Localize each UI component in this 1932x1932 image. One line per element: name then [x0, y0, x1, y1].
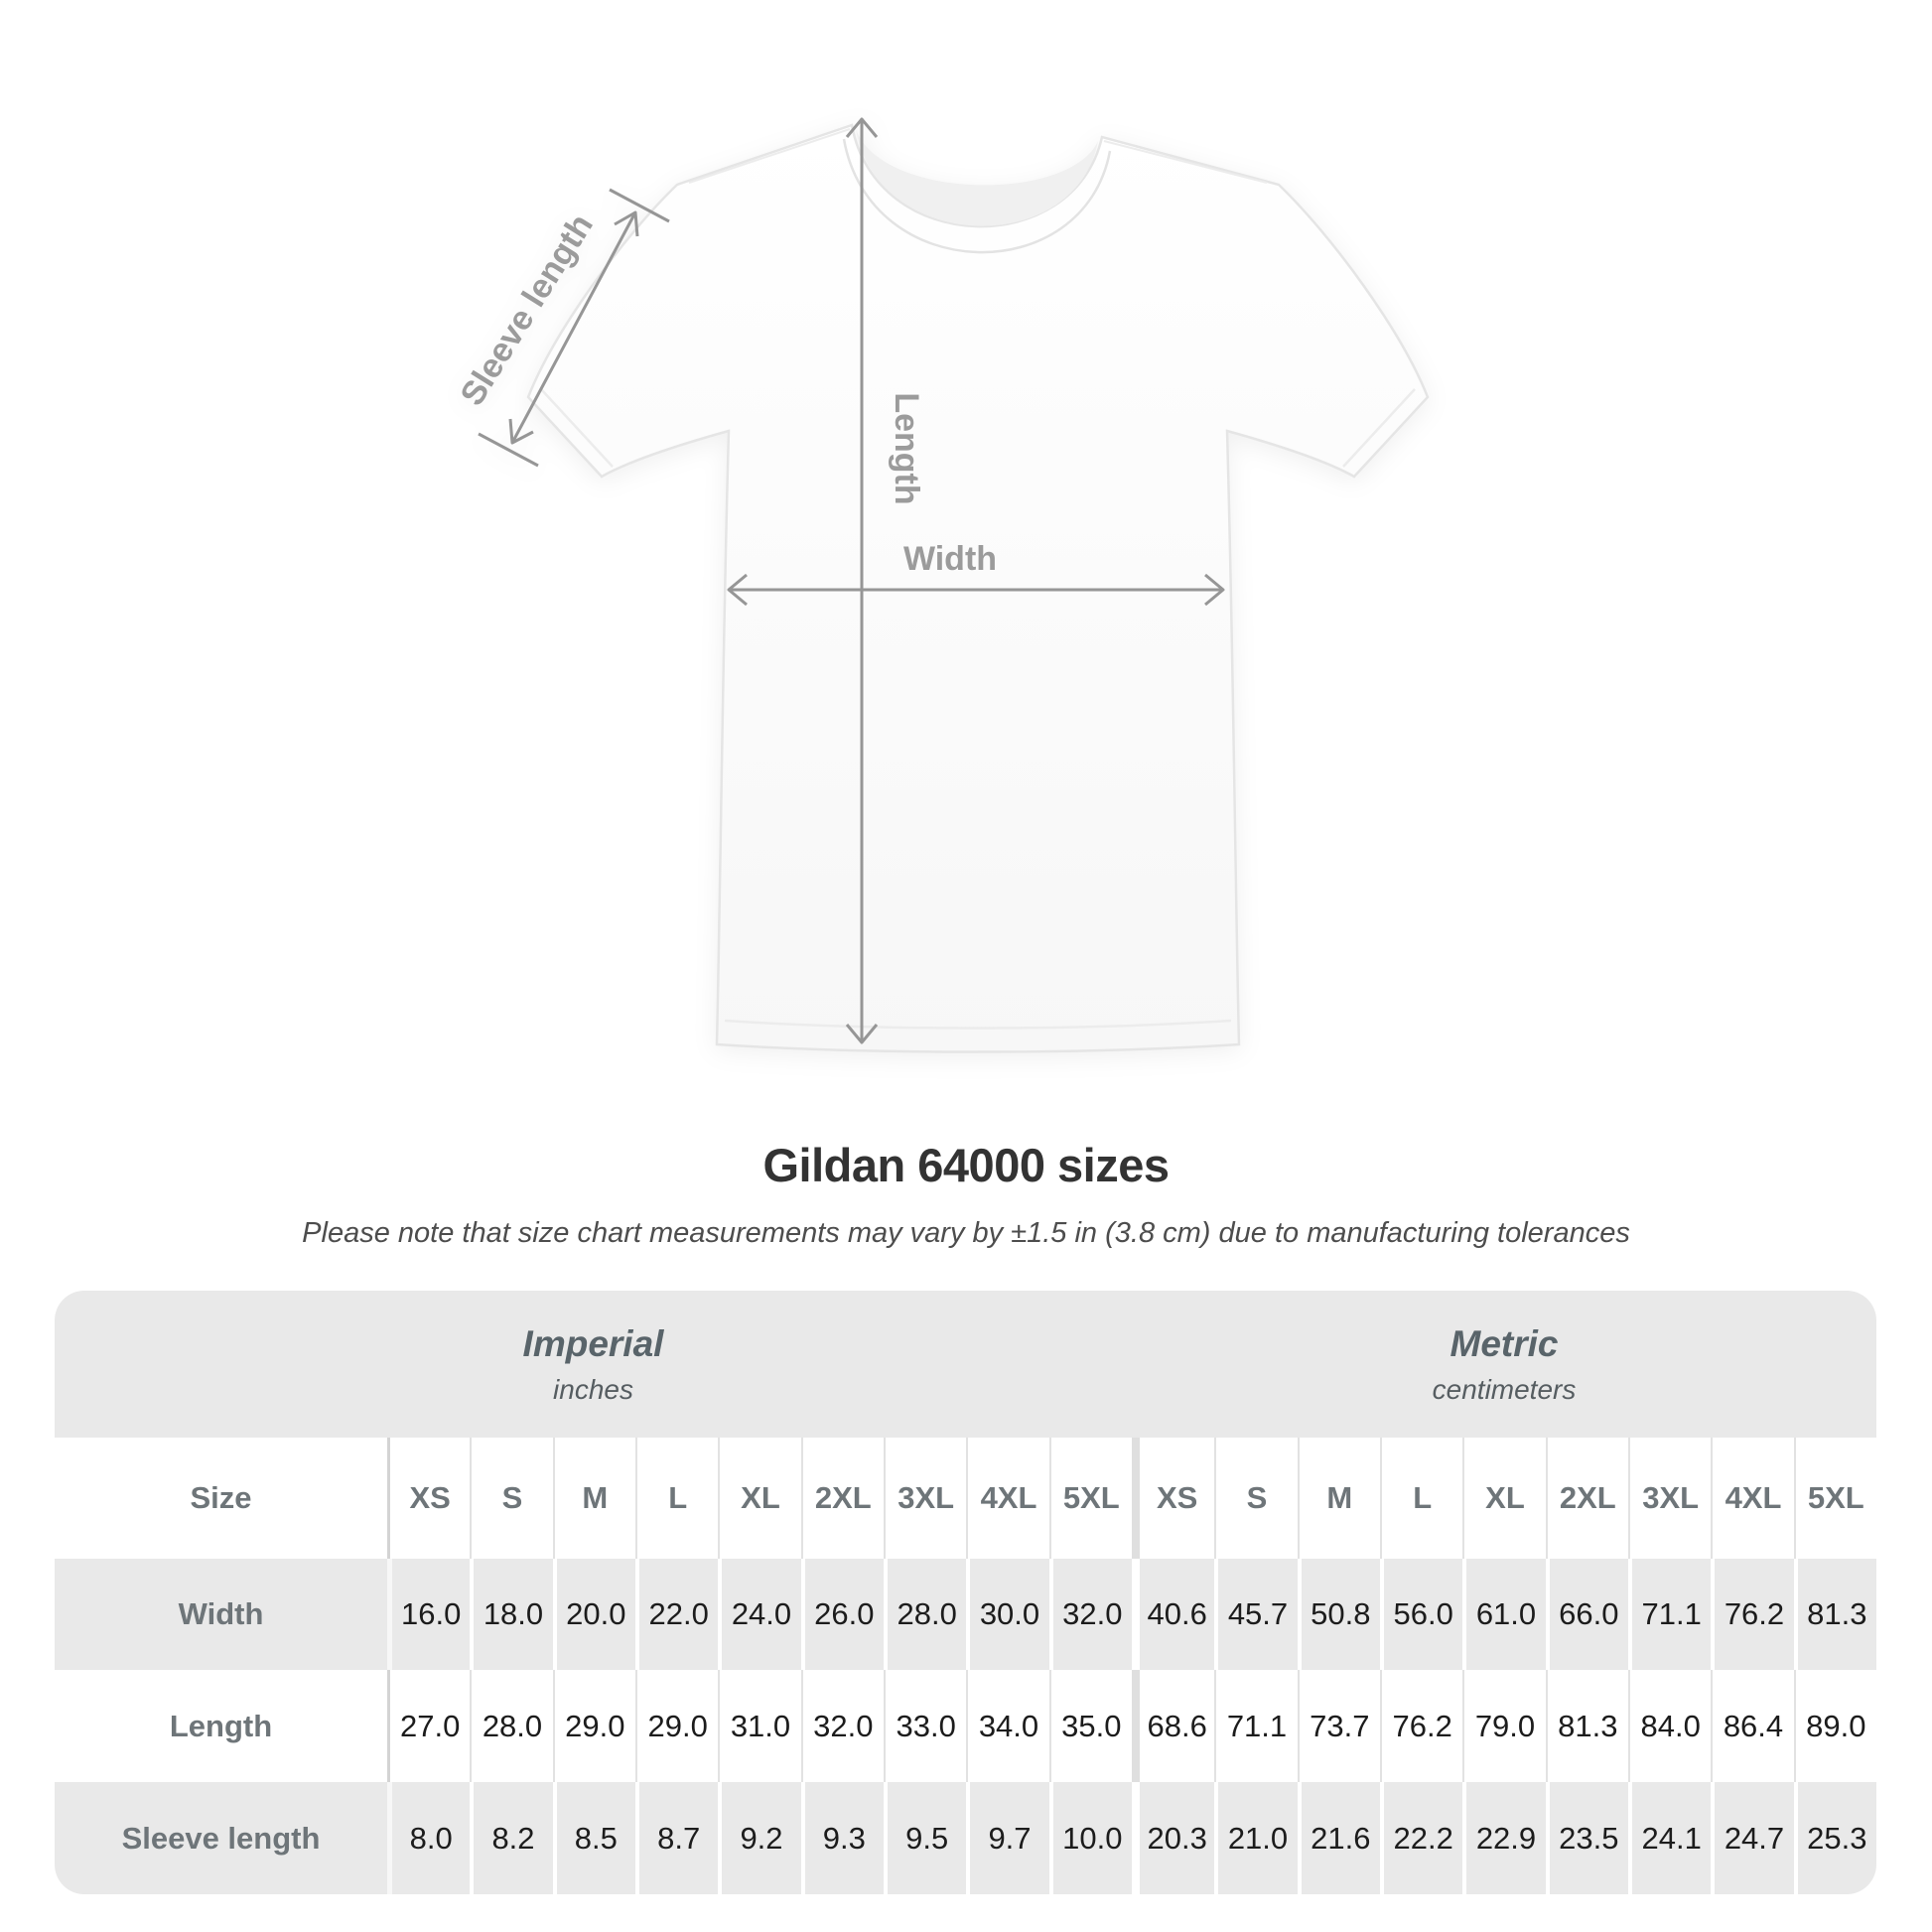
measurement-annotations	[478, 117, 1225, 1044]
value-cell: 22.2	[1380, 1782, 1463, 1894]
page-subtitle: Please note that size chart measurements…	[302, 1217, 1630, 1249]
size-col-header: M	[552, 1438, 635, 1559]
value-cell: 35.0	[1048, 1670, 1132, 1782]
value-cell: 21.0	[1214, 1782, 1298, 1894]
page-title: Gildan 64000 sizes	[762, 1139, 1170, 1191]
length-label: Length	[888, 392, 925, 504]
size-col-header: 4XL	[1711, 1438, 1793, 1559]
value-cell: 84.0	[1628, 1670, 1711, 1782]
sleeve-length-row: Sleeve length 8.0 8.2 8.5 8.7 9.2 9.3 9.…	[55, 1782, 1876, 1894]
metric-unit: centimeters	[1432, 1373, 1577, 1405]
value-cell: 24.1	[1628, 1782, 1712, 1894]
value-cell: 23.5	[1545, 1782, 1628, 1894]
size-col-header: 3XL	[1628, 1438, 1711, 1559]
value-cell: 33.0	[884, 1670, 966, 1782]
size-col-header: 2XL	[1545, 1438, 1628, 1559]
value-cell: 29.0	[635, 1670, 718, 1782]
value-cell: 9.3	[800, 1782, 884, 1894]
value-cell: 66.0	[1545, 1559, 1628, 1670]
value-cell: 32.0	[800, 1670, 884, 1782]
length-row: Length 27.0 28.0 29.0 29.0 31.0 32.0 33.…	[55, 1670, 1876, 1782]
value-cell: 8.2	[470, 1782, 553, 1894]
value-cell: 28.0	[884, 1559, 967, 1670]
value-cell: 45.7	[1214, 1559, 1298, 1670]
value-cell: 31.0	[718, 1670, 800, 1782]
value-cell: 9.5	[884, 1782, 967, 1894]
value-cell: 22.0	[635, 1559, 719, 1670]
value-cell: 61.0	[1462, 1559, 1546, 1670]
width-arrow	[727, 573, 1225, 607]
value-cell: 26.0	[800, 1559, 884, 1670]
value-cell: 9.2	[718, 1782, 801, 1894]
size-header-label: Size	[190, 1480, 252, 1515]
value-cell: 34.0	[966, 1670, 1048, 1782]
value-cell: 24.0	[718, 1559, 801, 1670]
value-cell: 21.6	[1297, 1782, 1380, 1894]
value-cell: 20.0	[552, 1559, 635, 1670]
metric-band: Metric centimeters	[1132, 1291, 1876, 1438]
size-col-header: 5XL	[1048, 1438, 1132, 1559]
value-cell: 86.4	[1711, 1670, 1793, 1782]
size-col-header: XS	[1132, 1438, 1214, 1559]
imperial-band: Imperial inches	[55, 1291, 1132, 1438]
value-cell: 68.6	[1132, 1670, 1214, 1782]
imperial-title: Imperial	[522, 1322, 664, 1364]
value-cell: 8.5	[552, 1782, 635, 1894]
value-cell: 27.0	[387, 1670, 470, 1782]
row-label: Length	[169, 1708, 273, 1743]
value-cell: 30.0	[966, 1559, 1049, 1670]
size-col-header: 3XL	[884, 1438, 966, 1559]
value-cell: 40.6	[1132, 1559, 1215, 1670]
value-cell: 81.3	[1793, 1559, 1876, 1670]
value-cell: 18.0	[470, 1559, 553, 1670]
value-cell: 20.3	[1132, 1782, 1215, 1894]
size-col-header: XL	[718, 1438, 800, 1559]
value-cell: 32.0	[1048, 1559, 1132, 1670]
width-row: Width 16.0 18.0 20.0 22.0 24.0 26.0 28.0…	[55, 1559, 1876, 1670]
metric-title: Metric	[1449, 1322, 1559, 1364]
sleeve-length-arrow	[478, 188, 670, 468]
value-cell: 76.2	[1380, 1670, 1462, 1782]
value-cell: 29.0	[552, 1670, 635, 1782]
size-col-header: S	[470, 1438, 552, 1559]
value-cell: 56.0	[1380, 1559, 1463, 1670]
value-cell: 22.9	[1462, 1782, 1546, 1894]
size-header-row: Size XS S M L XL 2XL 3XL 4XL 5XL XS S M …	[55, 1438, 1876, 1559]
size-col-header: 2XL	[800, 1438, 884, 1559]
row-label: Width	[55, 1559, 387, 1670]
width-label: Width	[903, 540, 997, 578]
size-col-header: L	[635, 1438, 718, 1559]
unit-band: Imperial inches Metric centimeters	[55, 1291, 1876, 1438]
value-cell: 9.7	[966, 1782, 1049, 1894]
value-cell: 16.0	[387, 1559, 471, 1670]
size-col-header: XL	[1462, 1438, 1545, 1559]
value-cell: 10.0	[1048, 1782, 1132, 1894]
value-cell: 8.0	[387, 1782, 471, 1894]
size-col-header: 4XL	[966, 1438, 1048, 1559]
value-cell: 71.1	[1628, 1559, 1712, 1670]
value-cell: 50.8	[1297, 1559, 1380, 1670]
value-cell: 79.0	[1462, 1670, 1545, 1782]
value-cell: 73.7	[1297, 1670, 1380, 1782]
imperial-unit: inches	[553, 1373, 633, 1405]
size-col-header: M	[1297, 1438, 1380, 1559]
size-col-header: S	[1214, 1438, 1297, 1559]
size-col-header: L	[1380, 1438, 1462, 1559]
value-cell: 71.1	[1214, 1670, 1297, 1782]
value-cell: 81.3	[1545, 1670, 1628, 1782]
size-table: Imperial inches Metric centimeters Size …	[55, 1291, 1876, 1894]
size-col-header: 5XL	[1793, 1438, 1876, 1559]
value-cell: 8.7	[635, 1782, 719, 1894]
value-cell: 76.2	[1711, 1559, 1794, 1670]
tshirt-diagram: Width Length Sleeve length	[453, 117, 1430, 1053]
value-cell: 89.0	[1793, 1670, 1876, 1782]
value-cell: 28.0	[470, 1670, 552, 1782]
value-cell: 24.7	[1711, 1782, 1794, 1894]
row-label: Sleeve length	[55, 1782, 387, 1894]
value-cell: 25.3	[1793, 1782, 1876, 1894]
size-col-header: XS	[387, 1438, 470, 1559]
length-arrow	[845, 117, 879, 1044]
